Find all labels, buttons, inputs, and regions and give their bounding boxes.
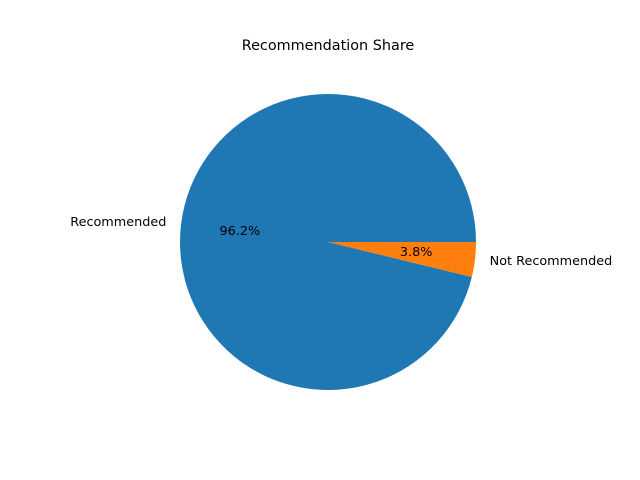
pie-slice-not-recommended [328, 242, 476, 278]
pie-slice-recommended [179, 93, 476, 390]
pie-slices [179, 93, 476, 390]
slice-label: Not Recommended [490, 254, 613, 269]
chart-title: Recommendation Share [242, 38, 415, 54]
slice-percent-label: 3.8% [400, 245, 433, 260]
slice-percent-label: 96.2% [220, 224, 261, 239]
pie-labels: Recommended 96.2% Not Recommended 3.8% [70, 215, 612, 269]
slice-label: Recommended [70, 215, 166, 230]
